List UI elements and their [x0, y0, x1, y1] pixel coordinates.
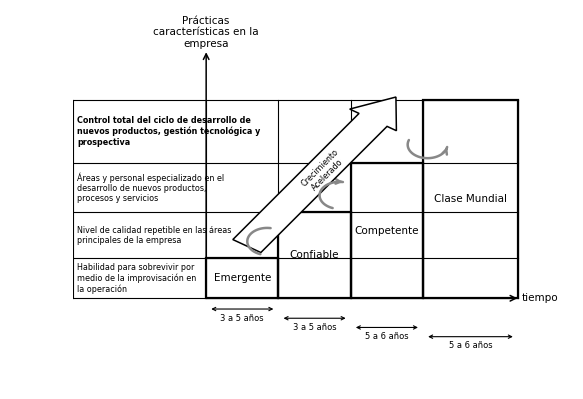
Text: Áreas y personal especializado en el
desarrollo de nuevos productos,
procesos y : Áreas y personal especializado en el des… — [78, 172, 224, 203]
Text: Crecimiento
Acelerado: Crecimiento Acelerado — [300, 147, 348, 196]
Bar — [351, 163, 423, 298]
Text: Confiable: Confiable — [290, 250, 339, 260]
Polygon shape — [233, 97, 396, 253]
Text: 5 a 6 años: 5 a 6 años — [449, 341, 492, 350]
Bar — [206, 258, 279, 298]
Text: Competente: Competente — [354, 226, 419, 236]
Bar — [279, 212, 351, 298]
Text: Emergente: Emergente — [213, 273, 271, 283]
Text: 3 a 5 años: 3 a 5 años — [293, 323, 336, 332]
Text: Habilidad para sobrevivir por
medio de la improvisación en
la operación: Habilidad para sobrevivir por medio de l… — [78, 263, 196, 294]
Text: 5 a 6 años: 5 a 6 años — [365, 332, 409, 341]
Text: Prácticas
características en la
empresa: Prácticas características en la empresa — [153, 16, 259, 49]
Text: Control total del ciclo de desarrollo de
nuevos productos, gestión tecnológica y: Control total del ciclo de desarrollo de… — [78, 117, 261, 147]
Text: 3 a 5 años: 3 a 5 años — [220, 314, 264, 323]
Text: tiempo: tiempo — [522, 293, 558, 303]
Bar — [423, 100, 518, 298]
Text: Clase Mundial: Clase Mundial — [434, 194, 507, 204]
Text: Nivel de calidad repetible en las áreas
principales de la empresa: Nivel de calidad repetible en las áreas … — [78, 225, 232, 245]
